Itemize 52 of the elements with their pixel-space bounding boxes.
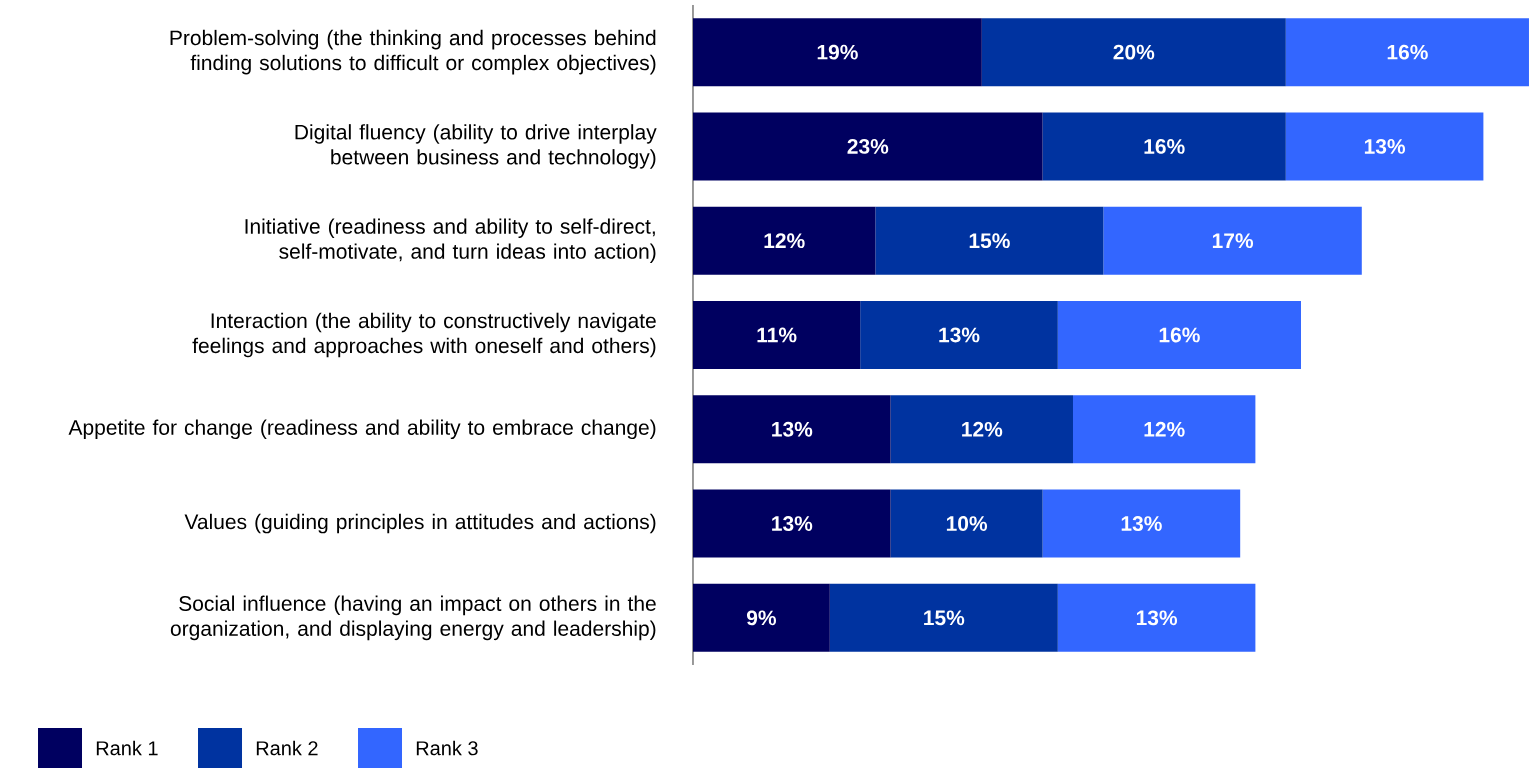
data-label: 12% bbox=[962, 421, 1003, 437]
data-label: 12% bbox=[1144, 421, 1185, 437]
bar bbox=[693, 18, 982, 87]
legend-label: Rank 3 bbox=[416, 740, 478, 756]
data-label: 19% bbox=[817, 44, 858, 60]
bar bbox=[693, 583, 830, 652]
data-label: 13% bbox=[772, 516, 813, 532]
y-tick-label: Social influence (having an impact on others in the organization, and displaying energy and leadership) bbox=[170, 595, 656, 641]
data-label: 23% bbox=[847, 138, 889, 154]
bar bbox=[1103, 206, 1362, 275]
bar bbox=[981, 18, 1286, 87]
data-label: 16% bbox=[1144, 138, 1185, 154]
data-label: 13% bbox=[772, 421, 813, 437]
bar bbox=[1042, 112, 1286, 181]
bar bbox=[860, 300, 1058, 369]
data-label: 12% bbox=[764, 233, 805, 249]
data-label: 13% bbox=[939, 327, 980, 343]
data-label: 16% bbox=[1387, 44, 1428, 60]
bar bbox=[693, 300, 861, 369]
bar bbox=[1057, 583, 1256, 652]
bar bbox=[875, 206, 1104, 275]
data-label: 17% bbox=[1212, 233, 1254, 249]
legend-label: Rank 1 bbox=[96, 740, 158, 756]
data-label: 13% bbox=[1121, 516, 1162, 532]
bar bbox=[693, 112, 1043, 181]
data-label: 11% bbox=[757, 327, 797, 343]
bar bbox=[693, 395, 891, 464]
y-tick-label: Values (guiding principles in attitudes and actions) bbox=[184, 513, 656, 534]
data-label: 10% bbox=[946, 516, 988, 531]
bar bbox=[890, 489, 1043, 558]
y-tick-label: Problem-solving (the thinking and processes behind finding solutions to difficult or complex objectives) bbox=[170, 29, 656, 75]
data-label: 9% bbox=[746, 610, 777, 626]
bar bbox=[890, 395, 1073, 464]
data-label: 15% bbox=[924, 610, 965, 626]
bar bbox=[693, 489, 891, 558]
bar bbox=[1285, 18, 1529, 87]
data-label: 15% bbox=[969, 233, 1010, 249]
data-label: 20% bbox=[1113, 44, 1155, 60]
y-tick-label: Appetite for change (readiness and ability to embrace change) bbox=[68, 419, 656, 440]
bar bbox=[1285, 112, 1484, 181]
data-label: 16% bbox=[1159, 327, 1200, 343]
y-tick-label: Digital fluency (ability to drive interplay between business and technology) bbox=[295, 124, 657, 169]
data-label: 13% bbox=[1364, 138, 1406, 154]
data-label: 13% bbox=[1136, 610, 1178, 626]
y-tick-label: Interaction (the ability to constructively navigate feelings and approaches with oneself and others) bbox=[192, 312, 656, 358]
bar bbox=[1042, 489, 1241, 558]
bar bbox=[1057, 300, 1301, 369]
y-tick-label: Initiative (readiness and ability to self-direct, self-motivate, and turn ideas into action) bbox=[245, 218, 656, 263]
bar bbox=[1072, 395, 1256, 464]
bar bbox=[693, 206, 876, 275]
bar bbox=[829, 583, 1058, 652]
legend-label: Rank 2 bbox=[256, 740, 318, 756]
